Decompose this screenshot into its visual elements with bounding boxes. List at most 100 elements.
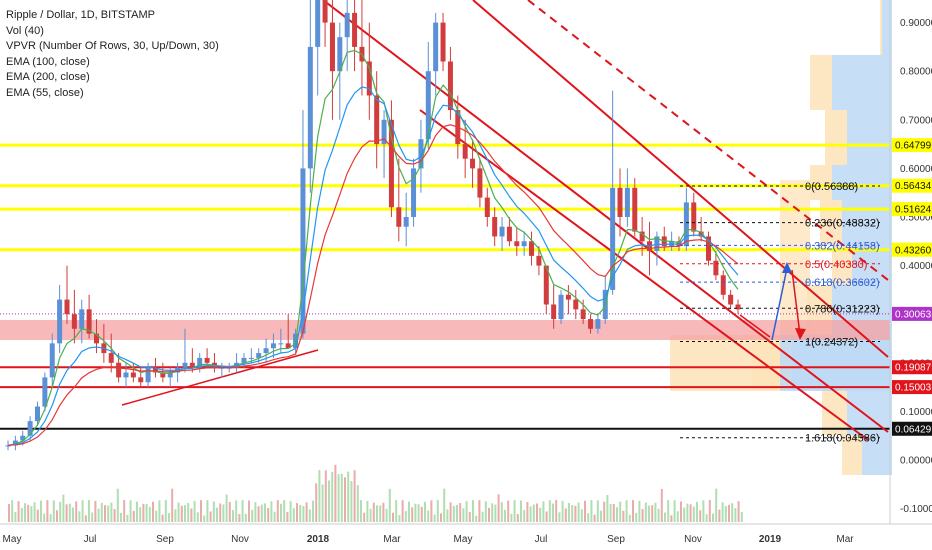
volume-bar bbox=[478, 500, 481, 522]
vpvr-down-bar bbox=[825, 110, 847, 165]
volume-bar bbox=[184, 505, 186, 522]
volume-bar bbox=[430, 500, 433, 522]
volume-bar bbox=[286, 512, 289, 522]
volume-bar bbox=[433, 514, 436, 522]
price-tag bbox=[892, 178, 932, 193]
volume-bar bbox=[52, 500, 55, 522]
volume-bar bbox=[20, 508, 23, 522]
volume-bar bbox=[712, 513, 714, 522]
volume-bar bbox=[635, 512, 638, 522]
volume-bar bbox=[612, 503, 615, 522]
candle-body bbox=[123, 372, 129, 378]
candle-body bbox=[565, 294, 571, 300]
volume-bar bbox=[193, 501, 196, 522]
vpvr-up-bar bbox=[847, 390, 892, 435]
vpvr-down-bar bbox=[880, 0, 882, 55]
candle-body bbox=[344, 12, 350, 38]
volume-bar bbox=[654, 502, 657, 522]
volume-bar bbox=[270, 501, 273, 522]
candle-body bbox=[374, 95, 380, 145]
volume-bar bbox=[238, 514, 241, 522]
volume-bar bbox=[536, 503, 538, 522]
volume-bar bbox=[200, 500, 202, 522]
volume-bar bbox=[366, 500, 369, 522]
volume-bar bbox=[296, 503, 298, 522]
fib-label: 0.382(0.44158) bbox=[805, 240, 880, 252]
volume-bar bbox=[734, 508, 737, 522]
price-tag-label: 0.30063 bbox=[895, 309, 932, 320]
volume-bar bbox=[161, 514, 164, 522]
volume-bar bbox=[353, 470, 356, 522]
candle-body bbox=[573, 299, 579, 310]
volume-bar bbox=[411, 507, 414, 522]
candle-body bbox=[93, 333, 99, 344]
volume-bar bbox=[152, 501, 154, 522]
volume-bar bbox=[232, 510, 234, 522]
x-tick-label: May bbox=[3, 534, 22, 545]
legend-ema100: EMA (100, close) bbox=[6, 55, 90, 68]
candle-body bbox=[462, 144, 468, 159]
volume-bar bbox=[622, 510, 625, 522]
volume-bar bbox=[337, 474, 340, 522]
candle-body bbox=[521, 241, 527, 247]
volume-bar bbox=[702, 500, 705, 522]
volume-bar bbox=[145, 504, 148, 522]
volume-bar bbox=[292, 508, 295, 522]
volume-bar bbox=[545, 511, 548, 522]
volume-bar bbox=[59, 501, 62, 522]
volume-bar bbox=[302, 505, 305, 522]
volume-bar bbox=[315, 483, 318, 522]
volume-bar bbox=[603, 501, 606, 522]
volume-bar bbox=[475, 515, 478, 522]
volume-bar bbox=[667, 500, 670, 522]
volume-bar bbox=[27, 504, 30, 522]
volume-bar bbox=[708, 500, 711, 522]
volume-bar bbox=[424, 501, 426, 522]
volume-bar bbox=[248, 500, 250, 522]
volume-bar bbox=[222, 504, 225, 522]
candle-body bbox=[49, 343, 55, 378]
volume-bar bbox=[440, 513, 442, 522]
candle-body bbox=[720, 275, 726, 295]
vpvr-down-bar bbox=[780, 180, 810, 335]
volume-bar bbox=[398, 515, 401, 522]
volume-bar bbox=[244, 513, 247, 522]
candle-body bbox=[285, 343, 291, 349]
vpvr-down-bar bbox=[810, 55, 832, 110]
volume-bar bbox=[30, 506, 33, 522]
candle-body bbox=[506, 226, 512, 242]
candle-body bbox=[256, 353, 262, 358]
volume-bar bbox=[62, 494, 65, 522]
candle-body bbox=[138, 377, 144, 383]
candle-body bbox=[624, 187, 630, 217]
volume-bar bbox=[414, 503, 417, 522]
vpvr-up-bar bbox=[862, 435, 892, 475]
candle-body bbox=[315, 0, 321, 47]
ema200-line bbox=[7, 124, 739, 446]
candle-body bbox=[514, 241, 520, 247]
volume-bar bbox=[456, 504, 458, 522]
volume-bar bbox=[616, 507, 618, 522]
fib-label: 0.786(0.31223) bbox=[805, 303, 880, 315]
candle-body bbox=[425, 71, 431, 140]
y-tick-label: 0.00000 bbox=[900, 456, 932, 467]
volume-bar bbox=[657, 508, 660, 522]
volume-bar bbox=[692, 506, 695, 522]
volume-bar bbox=[481, 511, 484, 522]
vpvr-up-bar bbox=[832, 55, 892, 110]
candle-body bbox=[411, 168, 417, 217]
volume-bar bbox=[596, 500, 599, 522]
vpvr-down-bar bbox=[810, 165, 832, 200]
volume-bar bbox=[24, 503, 26, 522]
volume-bar bbox=[696, 501, 698, 522]
volume-bar bbox=[49, 514, 52, 522]
candle-body bbox=[580, 309, 586, 320]
vpvr-up-bar bbox=[882, 0, 892, 55]
volume-bar bbox=[689, 504, 692, 522]
volume-bar bbox=[308, 509, 311, 522]
volume-bar bbox=[289, 501, 292, 522]
projection-arrow-down bbox=[791, 269, 801, 336]
candle-body bbox=[248, 357, 254, 359]
price-tag-label: 0.43260 bbox=[895, 245, 932, 256]
